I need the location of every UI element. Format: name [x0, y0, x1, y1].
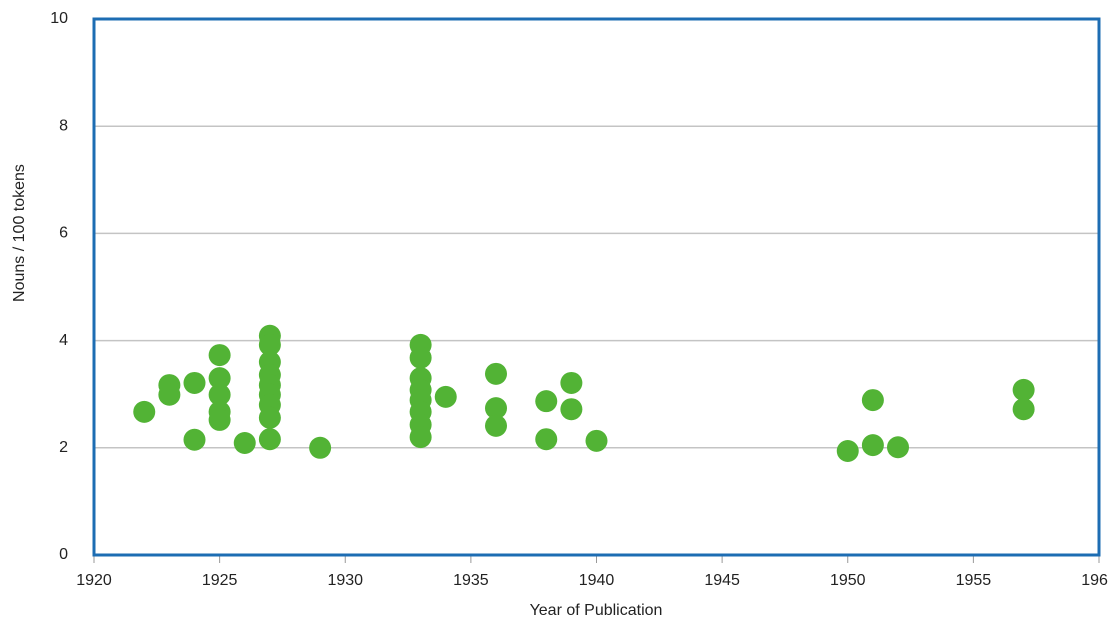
- point: [208, 344, 231, 367]
- x-tick-label: 1920: [76, 572, 112, 589]
- point: [1012, 398, 1035, 421]
- y-tick-label: 6: [59, 225, 68, 242]
- x-axis-label: Year of Publication: [530, 602, 663, 619]
- point: [208, 383, 231, 406]
- y-tick-label: 0: [59, 546, 68, 563]
- plot-frame: [92, 17, 1101, 557]
- point: [158, 383, 181, 406]
- point: [183, 371, 206, 394]
- x-tick-label: 1935: [453, 572, 489, 589]
- x-tick-label: 1950: [830, 572, 866, 589]
- point: [836, 440, 859, 463]
- point: [1012, 378, 1035, 401]
- y-axis-label: Nouns / 100 tokens: [11, 164, 28, 302]
- point: [258, 406, 281, 429]
- point: [485, 414, 507, 437]
- point: [409, 426, 432, 449]
- point: [887, 436, 909, 459]
- y-tick-label: 10: [50, 10, 68, 27]
- point: [434, 385, 457, 408]
- point: [585, 429, 608, 452]
- point: [861, 434, 884, 457]
- point: [208, 408, 231, 431]
- x-tick-label: 1925: [202, 572, 238, 589]
- point: [560, 398, 583, 421]
- point: [485, 362, 507, 385]
- x-tick-label: 1940: [579, 572, 615, 589]
- y-tick-label: 2: [59, 439, 68, 456]
- point: [183, 428, 206, 451]
- point: [233, 431, 256, 454]
- point: [258, 333, 281, 356]
- y-tick-label: 4: [59, 332, 68, 349]
- point: [485, 397, 507, 420]
- point: [409, 346, 432, 369]
- point: [535, 390, 558, 413]
- y-tick-label: 8: [59, 117, 68, 134]
- point: [258, 428, 281, 451]
- point: [560, 371, 583, 394]
- point: [208, 367, 231, 390]
- x-tick-label: 1945: [704, 572, 740, 589]
- point: [535, 428, 558, 451]
- x-tick-label: 1930: [327, 572, 363, 589]
- x-tick-label: 1960: [1081, 572, 1108, 589]
- point: [309, 436, 332, 459]
- x-tick-label: 1955: [956, 572, 992, 589]
- point: [861, 389, 884, 412]
- point: [133, 400, 156, 423]
